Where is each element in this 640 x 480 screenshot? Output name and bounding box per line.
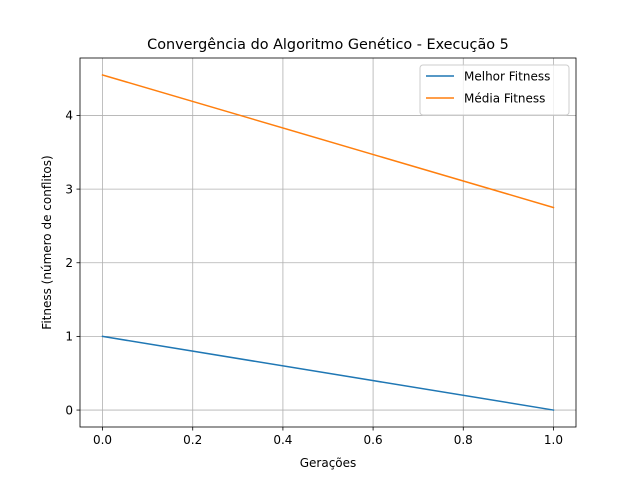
x-tick-label: 0.4 (273, 433, 292, 447)
y-tick-label: 2 (65, 256, 73, 270)
legend-label: Média Fitness (464, 92, 545, 106)
x-tick-label: 1.0 (544, 433, 563, 447)
y-tick-label: 1 (65, 330, 73, 344)
x-tick-label: 0.6 (364, 433, 383, 447)
axis-ticks: 0.0 0.2 0.4 0.6 0.8 1.0 0 1 2 3 4 (65, 109, 563, 447)
y-tick-label: 4 (65, 109, 73, 123)
x-axis-label: Gerações (300, 456, 357, 470)
axes-frame (79, 57, 577, 428)
chart-title: Convergência do Algoritmo Genético - Exe… (147, 37, 509, 53)
legend-box (419, 64, 570, 116)
x-tick-label: 0.8 (454, 433, 473, 447)
x-tick-label: 0.0 (93, 433, 112, 447)
series-lines (101, 74, 555, 411)
y-tick-label: 0 (65, 403, 73, 417)
legend: Melhor Fitness Média Fitness (419, 64, 570, 116)
y-tick-label: 3 (65, 182, 73, 196)
y-axis-label: Fitness (número de conflitos) (40, 155, 54, 329)
legend-label: Melhor Fitness (464, 70, 550, 84)
series-line-media-fitness (101, 74, 555, 209)
series-line-melhor-fitness (101, 335, 555, 411)
x-tick-label: 0.2 (183, 433, 202, 447)
